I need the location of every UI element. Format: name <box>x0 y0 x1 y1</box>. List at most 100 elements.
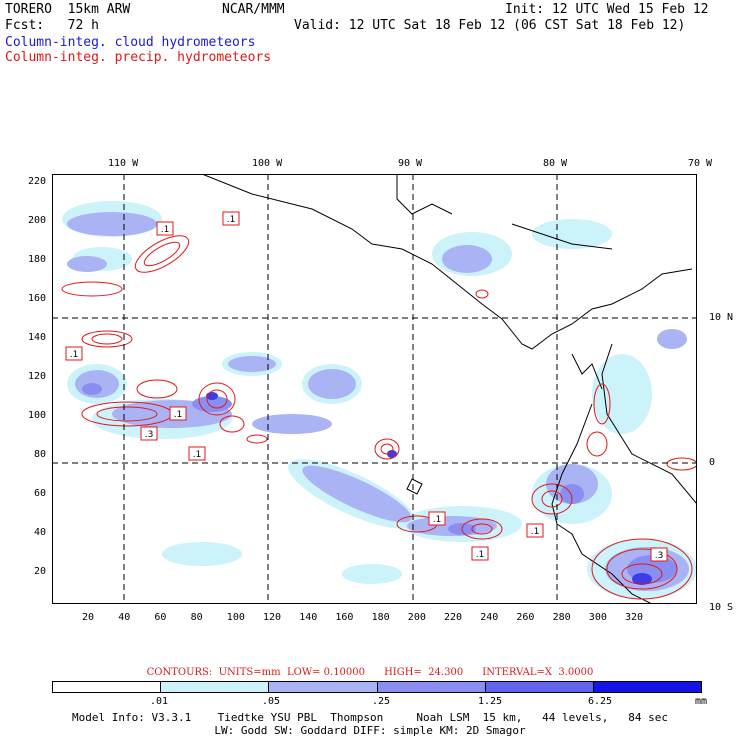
legend-label-4: 6.25 <box>588 696 613 707</box>
legend-swatch-3 <box>377 682 486 692</box>
south-america-west-coast <box>551 403 653 604</box>
contour-label: .1 <box>471 546 489 561</box>
contour-line <box>374 438 400 460</box>
contour-line <box>621 563 663 585</box>
svg-text:.3: .3 <box>655 551 664 561</box>
svg-text:.1: .1 <box>227 215 236 225</box>
legend-swatch-0 <box>53 682 162 692</box>
contour-line <box>593 383 611 425</box>
legend-swatch-1 <box>161 682 270 692</box>
lat-lon-grid <box>52 174 697 604</box>
x-tick-label: 140 <box>299 612 318 623</box>
contour-line <box>475 289 489 299</box>
contour-line <box>380 443 394 455</box>
contour-line <box>96 406 158 422</box>
cloud-patch <box>228 356 276 372</box>
y-tick-label: 80 <box>33 449 46 460</box>
contour-label: .1 <box>65 346 83 361</box>
field-precip-label: Column-integ. precip. hydrometeors <box>5 50 272 65</box>
legend-swatch-4 <box>485 682 594 692</box>
x-tick-label: 20 <box>82 612 95 623</box>
yucatan-coast <box>396 174 453 215</box>
x-tick-label: 60 <box>154 612 167 623</box>
svg-text:.1: .1 <box>174 410 183 420</box>
cloud-patch <box>252 414 332 434</box>
cloud-patch <box>82 383 102 395</box>
y-tick-label: 200 <box>27 215 46 226</box>
x-tick-label: 160 <box>335 612 354 623</box>
legend-swatch-2 <box>269 682 378 692</box>
x-tick-label: 220 <box>444 612 463 623</box>
contour-line <box>206 389 228 409</box>
legend-label-2: .25 <box>372 696 391 707</box>
contour-line <box>198 382 236 416</box>
contour-label: .3 <box>650 547 668 562</box>
contour-label: .1 <box>222 211 240 226</box>
legend-swatch-5 <box>593 682 702 692</box>
y-tick-label: 20 <box>33 566 46 577</box>
lat-label-10n: 10 N <box>709 312 734 323</box>
contour-line <box>61 281 123 297</box>
x-tick-label: 180 <box>371 612 390 623</box>
physics-info: LW: Godd SW: Goddard DIFF: simple KM: 2D… <box>214 724 526 737</box>
contour-line <box>91 333 123 345</box>
contour-line <box>81 330 133 348</box>
x-tick-label: 300 <box>588 612 607 623</box>
contour-line <box>134 235 190 273</box>
y-tick-label: 60 <box>33 488 46 499</box>
y-tick-label: 160 <box>27 293 46 304</box>
svg-text:.1: .1 <box>476 550 485 560</box>
x-tick-label: 200 <box>407 612 426 623</box>
lon-label-100w: 100 W <box>252 158 283 169</box>
cloud-patch <box>162 542 242 566</box>
svg-text:.1: .1 <box>433 515 442 525</box>
contour-line <box>541 490 563 508</box>
x-tick-label: 280 <box>552 612 571 623</box>
x-tick-label: 240 <box>480 612 499 623</box>
forecast-hour: Fcst: 72 h <box>5 18 99 33</box>
svg-text:.1: .1 <box>193 450 202 460</box>
coastlines <box>52 174 697 604</box>
cloud-patch <box>67 256 107 272</box>
contour-value-labels: .1 .1 .1 .1 .3 .1 .1 .1 .1 .3 <box>65 211 668 562</box>
andes-border <box>601 343 697 505</box>
color-legend <box>52 681 702 693</box>
central-america-coast <box>201 174 693 350</box>
contour-label: .1 <box>526 523 544 538</box>
cloud-patch <box>560 484 584 504</box>
cloud-patch <box>442 245 492 273</box>
cloud-patch <box>67 212 157 236</box>
cloud-patch <box>342 564 402 584</box>
cloud-patch <box>302 465 412 523</box>
lon-label-90w: 90 W <box>398 158 423 169</box>
x-tick-label: 40 <box>118 612 131 623</box>
lon-label-80w: 80 W <box>543 158 568 169</box>
lon-label-70w: 70 W <box>688 158 713 169</box>
model-info: Model Info: V3.3.1 Tiedtke YSU PBL Thomp… <box>71 711 669 724</box>
colombia-border <box>571 353 603 390</box>
contour-line <box>606 548 678 590</box>
x-tick-label: 260 <box>516 612 535 623</box>
cloud-patch <box>532 219 612 249</box>
contour-line <box>136 379 178 399</box>
contour-label: .3 <box>140 426 158 441</box>
cloud-shading <box>62 201 697 599</box>
x-tick-label: 100 <box>226 612 245 623</box>
y-tick-label: 180 <box>27 254 46 265</box>
legend-label-5: mm <box>695 696 708 707</box>
x-tick-label: 80 <box>190 612 203 623</box>
y-tick-label: 140 <box>27 332 46 343</box>
y-tick-label: 120 <box>27 371 46 382</box>
institution-label: NCAR/MMM <box>222 2 285 17</box>
cloud-patch <box>592 354 652 434</box>
svg-text:.1: .1 <box>531 527 540 537</box>
contour-line <box>246 434 268 444</box>
legend-label-1: .05 <box>262 696 281 707</box>
x-tick-label: 320 <box>625 612 644 623</box>
contour-line <box>143 241 181 267</box>
init-time: Init: 12 UTC Wed 15 Feb 12 <box>505 2 709 17</box>
legend-label-0: .01 <box>150 696 169 707</box>
contour-line <box>666 457 697 471</box>
svg-text:.1: .1 <box>70 350 79 360</box>
model-title: TORERO 15km ARW <box>5 2 131 17</box>
